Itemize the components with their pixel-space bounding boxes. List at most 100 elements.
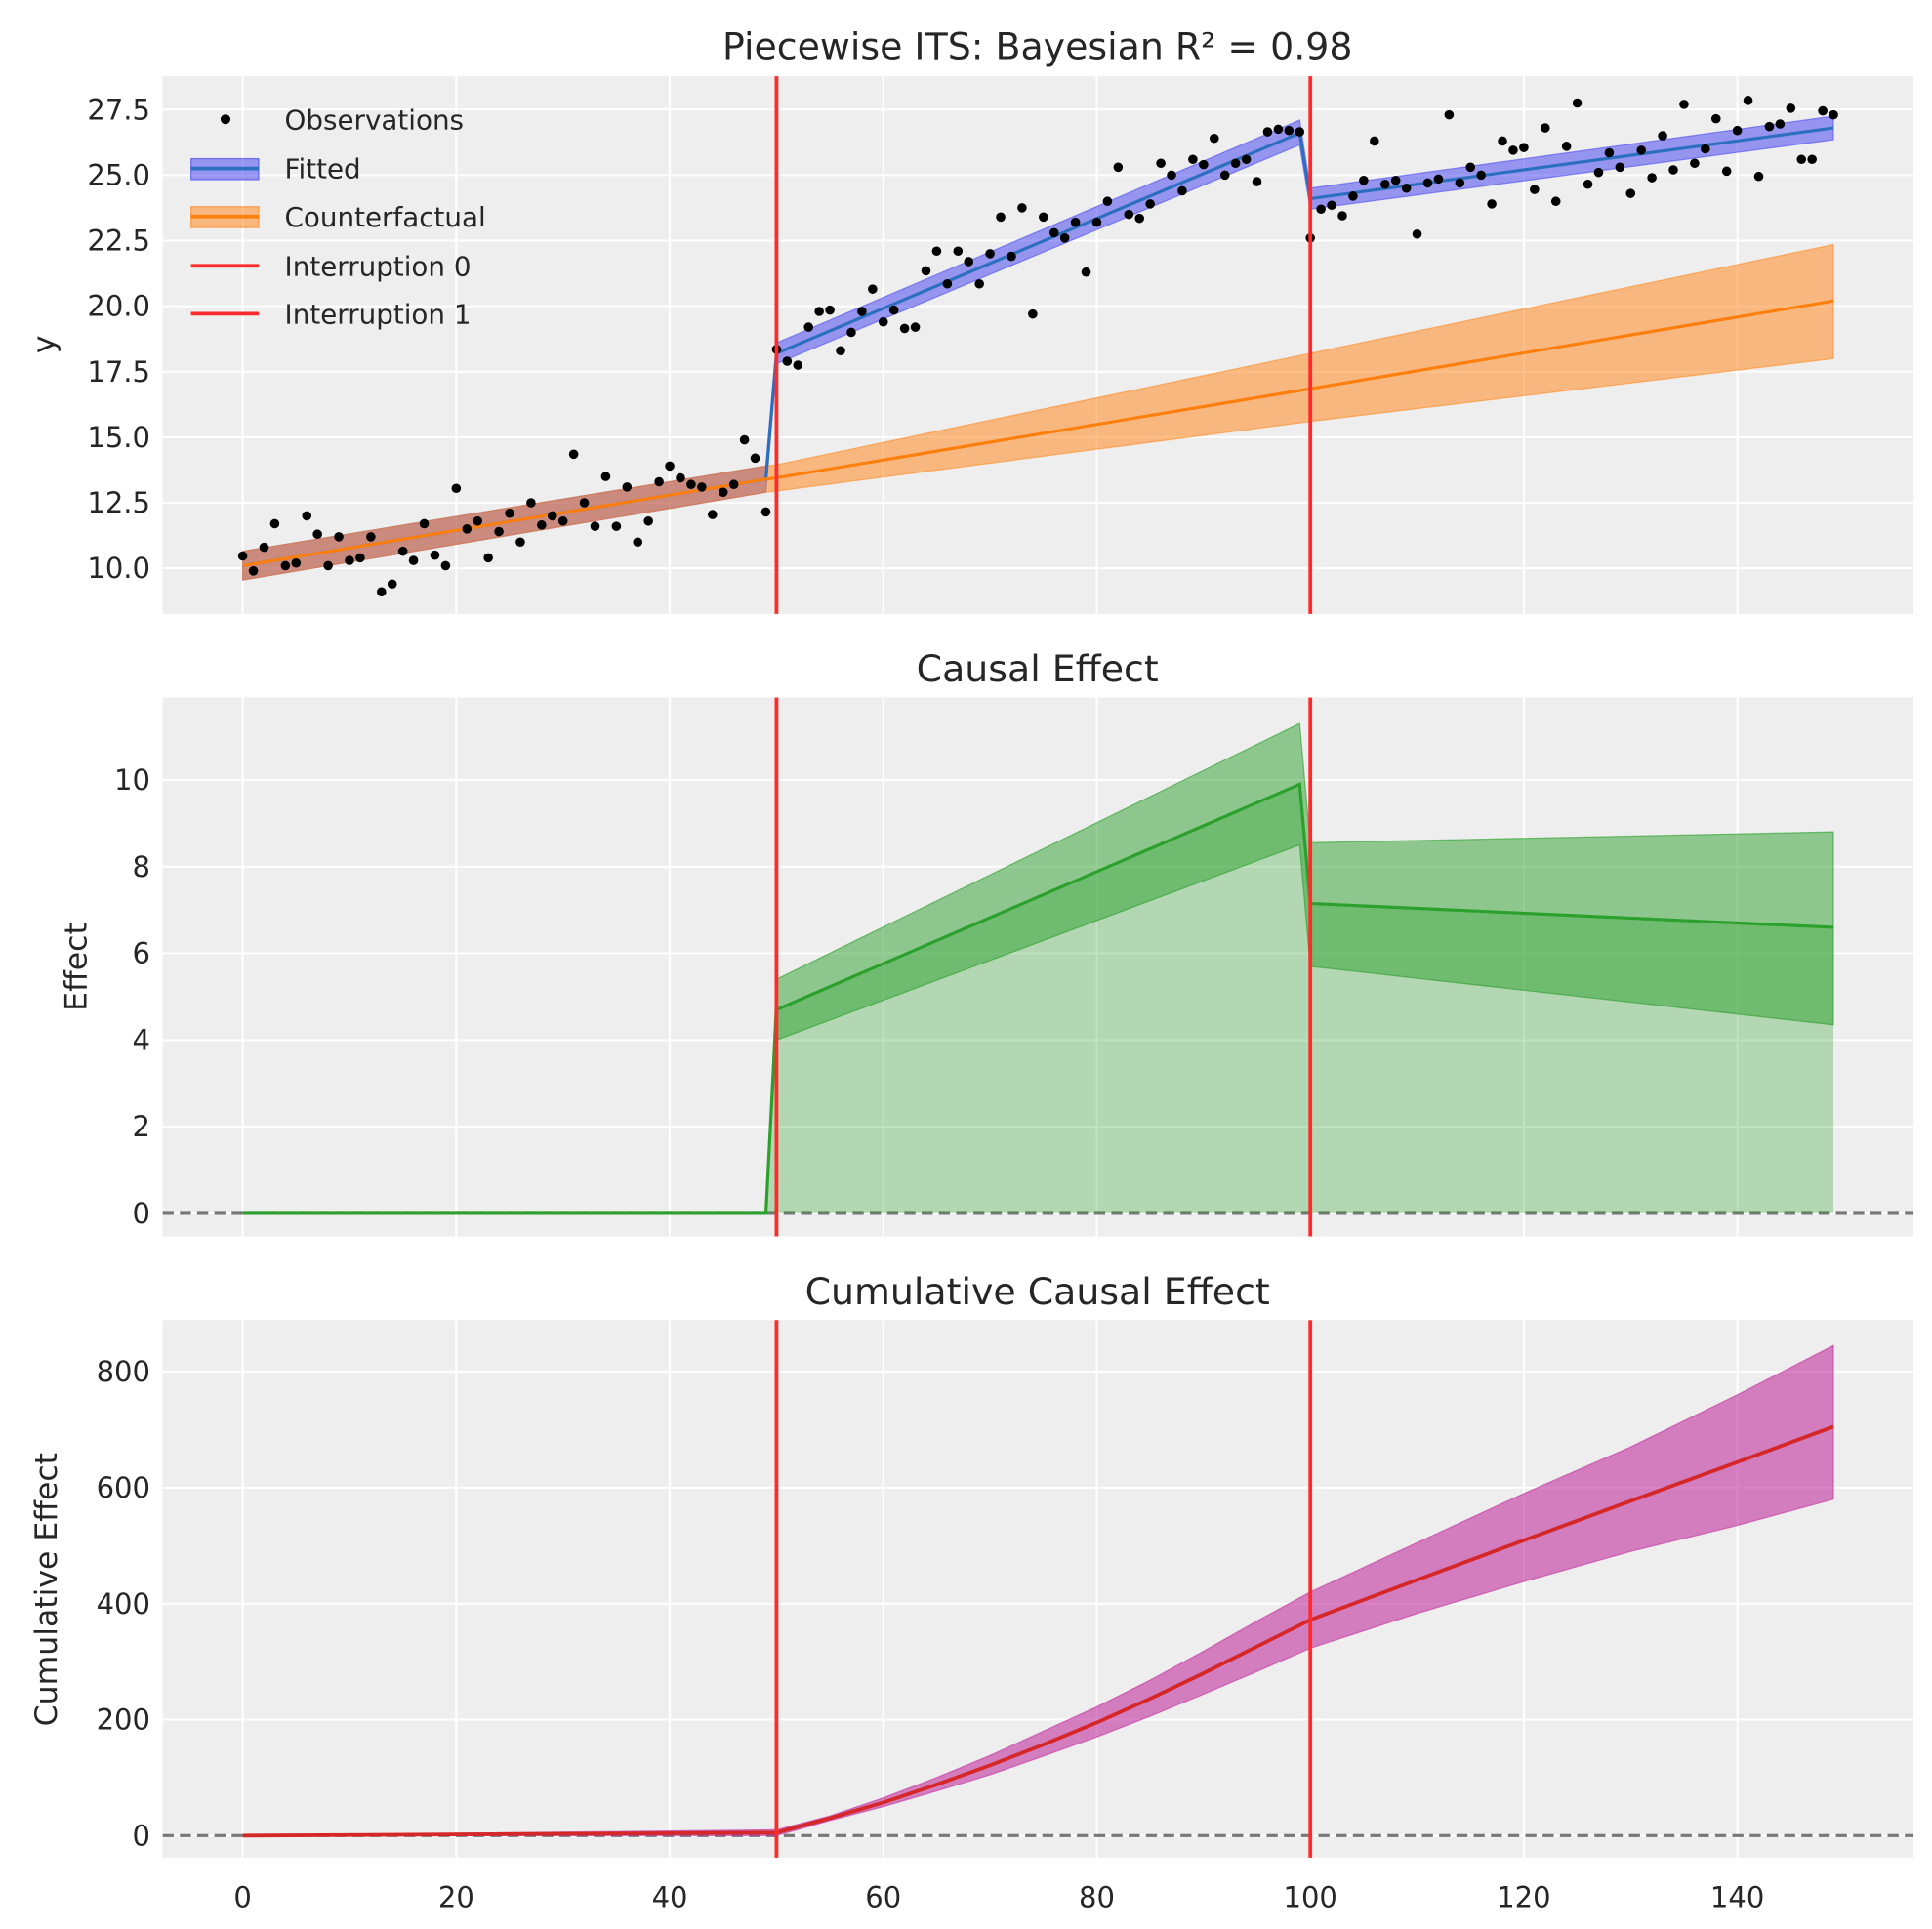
y-tick-label: 22.5 xyxy=(87,225,150,258)
observation-point xyxy=(1721,166,1732,177)
observation-point xyxy=(387,579,397,590)
observation-point xyxy=(323,560,333,571)
y-tick-label: 27.5 xyxy=(87,93,150,126)
observation-point xyxy=(1732,125,1743,136)
observation-point xyxy=(291,557,302,568)
observation-point xyxy=(1401,183,1412,193)
observation-point xyxy=(1295,127,1305,137)
observation-point xyxy=(473,516,483,526)
x-tick-label: 0 xyxy=(233,1880,251,1913)
y-tick-label: 10.0 xyxy=(87,552,150,585)
observation-point xyxy=(430,550,440,560)
observation-point xyxy=(1604,147,1615,158)
observation-point xyxy=(397,546,408,556)
observation-point xyxy=(633,537,643,548)
observation-point xyxy=(1359,175,1369,185)
legend-observations-marker xyxy=(220,114,231,125)
observation-point xyxy=(1284,125,1295,136)
y-tick-label: 400 xyxy=(97,1587,150,1621)
cumulative-hdi-band xyxy=(242,1344,1834,1836)
legend-observations-label: Observations xyxy=(285,103,464,136)
observation-point xyxy=(345,555,354,565)
y-axis-label: Effect xyxy=(59,923,94,1011)
observation-point xyxy=(846,327,856,338)
observation-point xyxy=(1028,308,1038,319)
observation-point xyxy=(1796,154,1807,165)
y-tick-label: 20.0 xyxy=(87,290,150,323)
x-tick-label: 60 xyxy=(865,1880,901,1913)
observation-point xyxy=(665,461,675,472)
observation-point xyxy=(1668,165,1678,175)
observation-point xyxy=(1007,251,1016,262)
observation-point xyxy=(312,529,322,540)
y-tick-label: 10 xyxy=(114,763,150,797)
observation-point xyxy=(1764,121,1775,132)
observation-point xyxy=(1476,170,1486,181)
observation-point xyxy=(557,516,568,526)
observation-point xyxy=(1829,109,1838,120)
legend-counterfactual-label: Counterfactual xyxy=(285,201,486,233)
observation-point xyxy=(1145,199,1155,209)
observation-point xyxy=(1540,123,1550,133)
observation-point xyxy=(1188,154,1198,165)
y-tick-label: 12.5 xyxy=(87,486,150,519)
observation-point xyxy=(419,518,430,529)
observation-point xyxy=(1743,96,1753,105)
observation-point xyxy=(1615,162,1625,173)
observation-point xyxy=(1818,105,1828,116)
observation-point xyxy=(600,472,611,481)
observation-point xyxy=(259,542,269,553)
observation-point xyxy=(1070,217,1081,227)
x-tick-label: 80 xyxy=(1079,1880,1115,1913)
causal-effect-panel: 0 2 4 6 8 10 Causal Effect Effect xyxy=(59,647,1914,1237)
observation-point xyxy=(676,472,685,483)
observation-point xyxy=(1327,200,1336,211)
observation-point xyxy=(1444,109,1455,120)
observation-point xyxy=(1550,196,1561,206)
observation-point xyxy=(878,316,888,327)
observation-point xyxy=(1422,178,1433,188)
observation-point xyxy=(451,483,462,494)
observation-point xyxy=(1487,199,1497,209)
observation-point xyxy=(1177,185,1187,196)
legend-interruption-1-label: Interruption 1 xyxy=(285,298,472,330)
observation-point xyxy=(1775,119,1786,129)
observation-point xyxy=(526,498,536,508)
observation-point xyxy=(568,449,579,460)
observation-point xyxy=(953,246,964,257)
observation-point xyxy=(793,360,803,370)
observation-point xyxy=(1241,154,1252,165)
observation-point xyxy=(1508,145,1518,155)
observation-point xyxy=(857,307,867,316)
observation-point xyxy=(964,257,974,267)
observation-point xyxy=(974,279,984,289)
observation-point xyxy=(1519,143,1529,152)
x-tick-label: 100 xyxy=(1283,1880,1336,1913)
x-tick-label: 140 xyxy=(1710,1880,1764,1913)
observation-point xyxy=(1412,228,1422,239)
observation-point xyxy=(760,507,771,517)
plot-marks xyxy=(237,76,1838,614)
y-tick-label: 0 xyxy=(133,1197,150,1230)
observation-point xyxy=(728,479,739,489)
observation-point xyxy=(899,323,910,334)
observation-point xyxy=(1102,196,1113,206)
observation-point xyxy=(996,212,1006,223)
chart-title: Causal Effect xyxy=(917,647,1159,690)
observation-point xyxy=(1081,267,1091,277)
observation-point xyxy=(622,482,633,492)
observation-point xyxy=(1753,171,1764,182)
observation-point xyxy=(654,476,664,487)
observation-point xyxy=(1348,191,1358,201)
observation-point xyxy=(910,322,921,332)
observation-point xyxy=(1199,159,1209,170)
plot-background xyxy=(162,1320,1914,1858)
observation-point xyxy=(836,346,845,356)
y-tick-label: 25.0 xyxy=(87,158,150,191)
observation-point xyxy=(1390,175,1401,185)
x-tick-label: 40 xyxy=(652,1880,688,1913)
observation-point xyxy=(1690,158,1700,169)
observation-point xyxy=(1156,158,1166,169)
observation-point xyxy=(1679,100,1689,109)
